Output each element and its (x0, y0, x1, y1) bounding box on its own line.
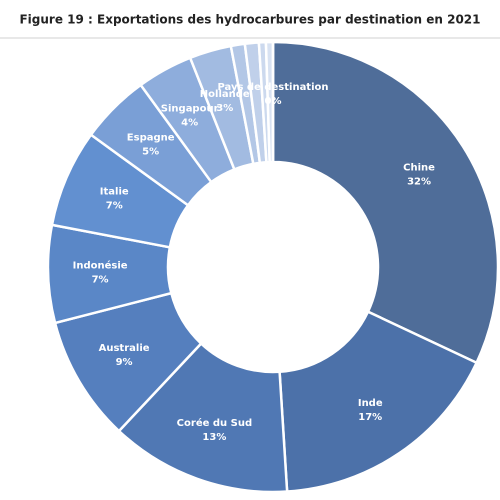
chart-title: Figure 19 : Exportations des hydrocarbur… (19, 13, 480, 27)
slice-label: Hollande (200, 89, 250, 100)
slice-label: Chine (403, 162, 435, 173)
slice-value-label: 5% (142, 147, 159, 158)
slice-label: Italie (100, 186, 129, 197)
donut-slice (271, 40, 500, 365)
slice-value-label: 13% (202, 432, 226, 443)
slice-label: Espagne (127, 133, 175, 144)
slice-label: Corée du Sud (177, 417, 252, 429)
slice-label: Singapour (161, 103, 219, 114)
donut-slice (278, 310, 479, 493)
slice-value-label: 17% (358, 412, 382, 423)
slice-value-label: 9% (116, 357, 133, 368)
slice-value-label: 32% (407, 176, 431, 187)
slice-value-label: 0% (265, 96, 282, 107)
slice-label: Indonésie (73, 259, 128, 271)
slice-value-label: 3% (216, 103, 233, 114)
slice-label: Australie (99, 343, 150, 354)
slice-value-label: 7% (92, 274, 109, 285)
slice-label: Inde (358, 398, 383, 409)
slice-value-label: 4% (181, 117, 198, 128)
slice-value-label: 7% (106, 200, 123, 211)
slice-label: Pays de destination (217, 82, 328, 93)
